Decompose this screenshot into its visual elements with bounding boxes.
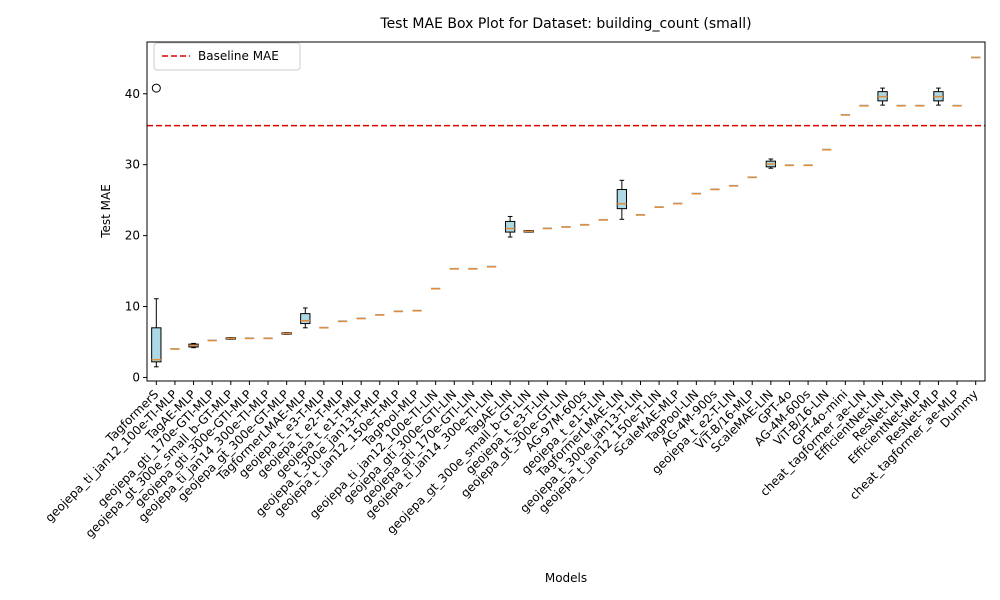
box-14 [393,310,404,313]
box-45 [971,56,981,59]
box-27 [635,213,646,216]
box-22 [542,227,553,230]
iqr-box [616,189,628,210]
box-31 [710,188,720,191]
box-10 [319,326,329,329]
y-axis-label: Test MAE [99,184,113,239]
box-38 [840,113,850,116]
legend: Baseline MAE [153,42,301,71]
box-19 [486,265,497,268]
box-40 [877,87,888,106]
iqr-box [300,313,311,325]
box-16 [430,287,441,290]
box-4 [207,339,217,342]
box-34 [765,158,777,169]
box-26 [616,179,628,220]
box-17 [449,267,459,270]
legend-label-baseline: Baseline MAE [198,49,279,63]
box-32 [728,184,739,187]
box-12 [356,317,366,320]
chart-title: Test MAE Box Plot for Dataset: building_… [379,16,751,32]
box-20 [504,215,516,238]
box-33 [747,176,757,179]
box-3 [188,342,199,349]
box-5 [225,337,236,340]
box-9 [300,307,311,329]
y-tick-label: 40 [125,87,140,101]
box-13 [375,313,385,316]
box-42 [915,104,925,107]
box-43 [933,87,944,106]
box-25 [598,218,608,221]
y-tick-label: 30 [125,158,140,172]
outlier-point [151,83,161,93]
box-37 [822,148,832,151]
box-11 [337,320,348,323]
box-21 [523,230,534,233]
iqr-box [151,327,162,363]
box-8 [281,332,292,335]
box-2 [170,347,180,350]
box-15 [412,309,422,312]
box-18 [468,267,478,270]
box-41 [896,104,906,107]
box-36 [803,164,813,167]
iqr-box [504,220,516,233]
box-6 [244,337,255,340]
box-1 [151,83,162,368]
box-23 [561,226,571,228]
box-30 [691,192,702,195]
boxes-layer [151,56,981,368]
box-7 [263,337,273,340]
legend-box [153,42,301,71]
box-24 [579,223,590,226]
x-axis-label: Models [545,571,587,585]
box-29 [673,202,683,205]
box-35 [784,164,795,167]
y-tick-label: 0 [132,370,140,384]
box-39 [859,104,869,107]
y-tick-label: 20 [125,229,140,243]
y-tick-label: 10 [125,300,140,314]
box-44 [952,104,962,107]
y-axis-ticks: 0 10 20 30 40 [125,87,147,384]
box-28 [654,206,664,208]
